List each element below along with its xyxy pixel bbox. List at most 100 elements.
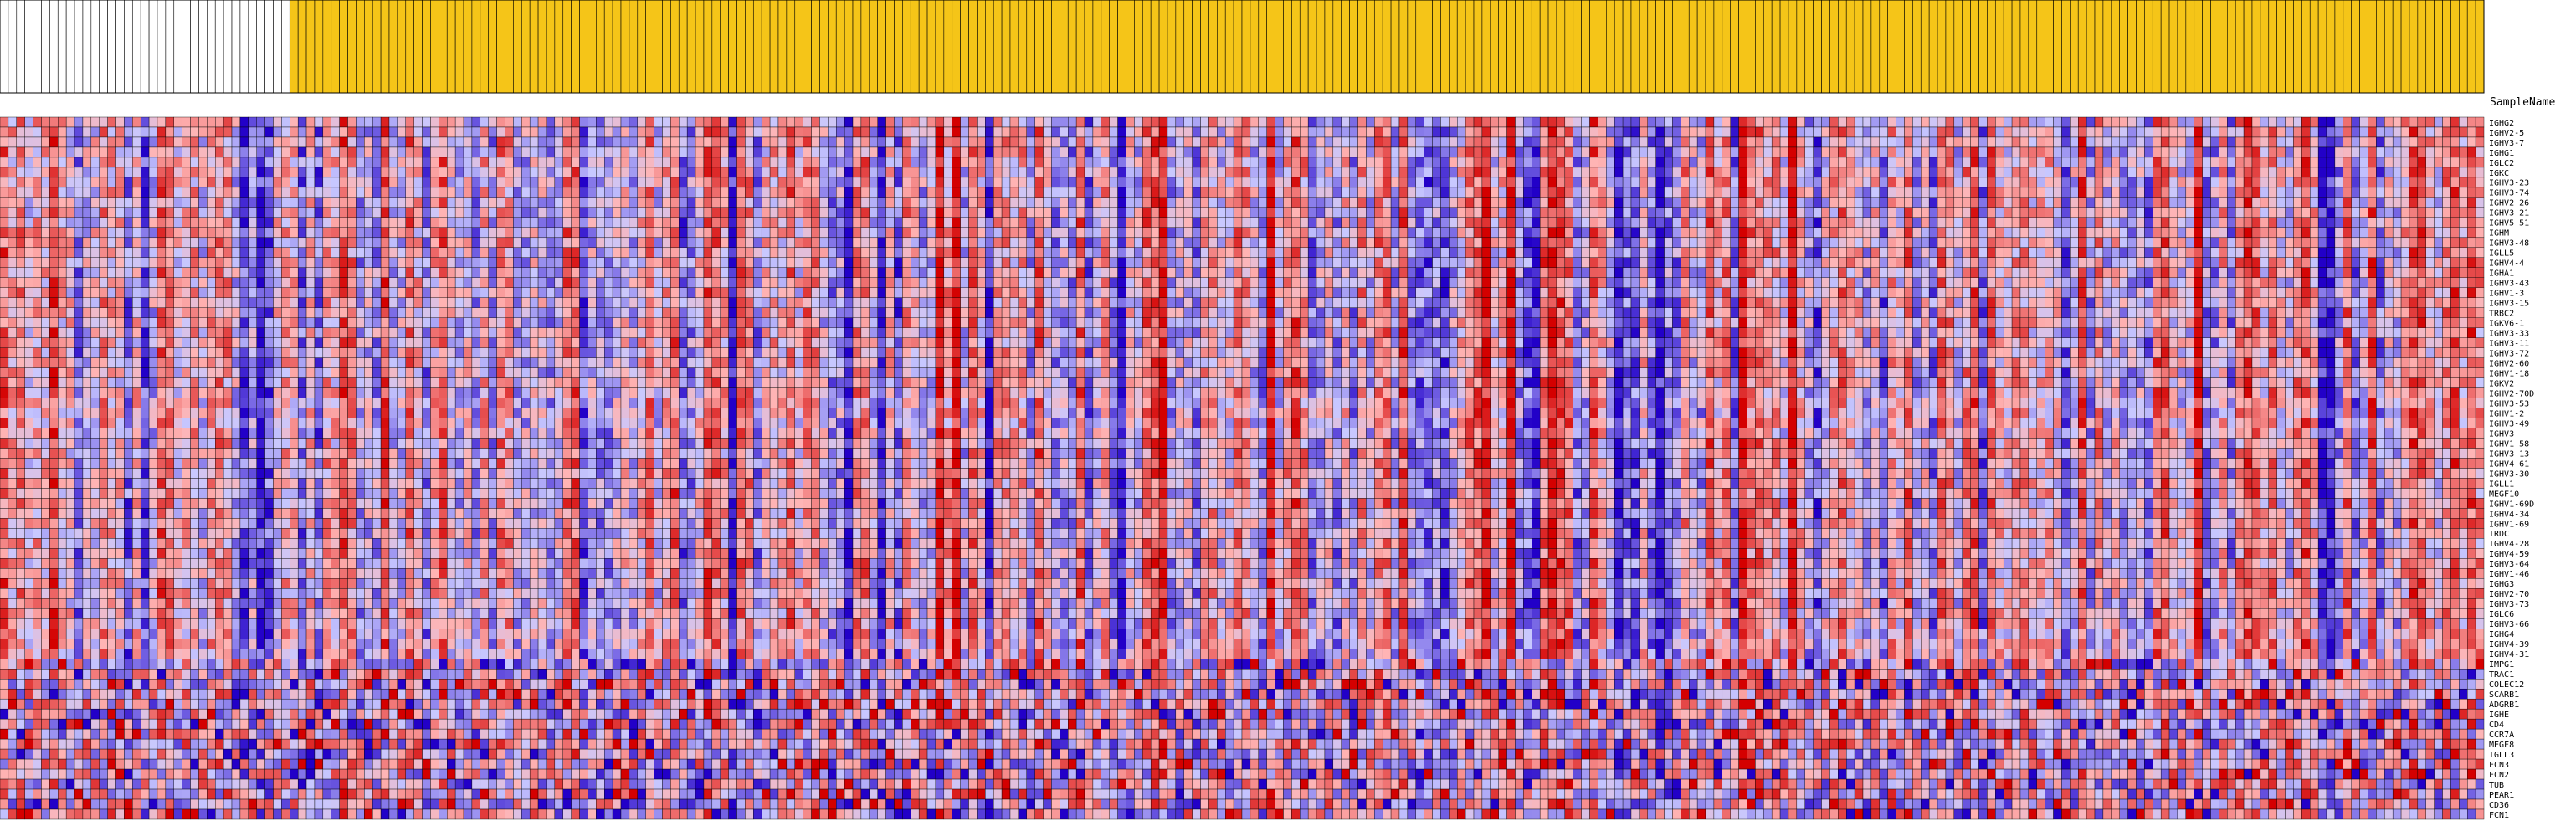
heatmap-cell <box>1316 237 1326 249</box>
heatmap-cell <box>1374 126 1383 138</box>
heatmap-cell <box>686 126 696 138</box>
heatmap-cell <box>2434 247 2443 258</box>
heatmap-cell <box>1349 116 1358 128</box>
heatmap-cell <box>1134 267 1143 278</box>
heatmap-cell <box>761 146 771 158</box>
heatmap-cell <box>2268 197 2277 208</box>
heatmap-cell <box>33 187 42 198</box>
heatmap-cell <box>1747 146 1756 158</box>
heatmap-cell <box>1233 197 1243 208</box>
heatmap-cell <box>1904 197 1913 208</box>
heatmap-cell <box>637 267 646 278</box>
heatmap-cell <box>1987 257 1996 268</box>
sample-header-cell <box>521 0 531 94</box>
heatmap-cell <box>588 237 597 249</box>
heatmap-cell <box>679 187 688 198</box>
heatmap-cell <box>2185 167 2194 178</box>
heatmap-cell <box>339 136 348 148</box>
heatmap-cell <box>2442 126 2451 138</box>
heatmap-cell <box>1490 126 1499 138</box>
heatmap-cell <box>2417 237 2426 249</box>
heatmap-cell <box>364 257 373 268</box>
heatmap-cell <box>305 207 316 218</box>
heatmap-cell <box>248 227 257 239</box>
heatmap-cell <box>115 227 125 239</box>
heatmap-cell <box>2235 257 2245 268</box>
sample-header-cell <box>529 0 539 94</box>
heatmap-cell <box>588 257 597 268</box>
sample-header-cell <box>1845 0 1855 94</box>
heatmap-cell <box>761 207 771 218</box>
heatmap-cell <box>786 126 795 138</box>
heatmap-cell <box>2351 187 2360 198</box>
heatmap-cell <box>1407 187 1416 198</box>
heatmap-cell <box>1829 197 1839 208</box>
heatmap-cell <box>1995 207 2004 218</box>
heatmap-cell <box>1092 237 1102 249</box>
heatmap-cell <box>82 177 92 188</box>
heatmap-cell <box>463 257 473 268</box>
heatmap-cell <box>1490 187 1499 198</box>
heatmap-cell <box>1755 217 1764 228</box>
heatmap-cell <box>1075 177 1085 188</box>
heatmap-cell <box>1813 136 1822 148</box>
heatmap-cell <box>968 197 978 208</box>
heatmap-cell <box>281 267 290 278</box>
heatmap-cell <box>952 217 961 228</box>
heatmap-cell <box>2119 136 2128 148</box>
heatmap-cell <box>2119 227 2128 239</box>
heatmap-cell <box>513 136 522 148</box>
heatmap-cell <box>439 157 448 168</box>
heatmap-cell <box>1763 187 1773 198</box>
sample-header-cell <box>1233 0 1243 94</box>
heatmap-cell <box>546 257 556 268</box>
heatmap-cell <box>49 177 59 188</box>
heatmap-cell <box>977 197 986 208</box>
heatmap-cell <box>803 146 812 158</box>
heatmap-cell <box>2036 247 2045 258</box>
heatmap-cell <box>190 167 199 178</box>
heatmap-cell <box>331 227 340 239</box>
heatmap-cell <box>894 267 903 278</box>
heatmap-cell <box>1300 136 1309 148</box>
sample-header-cell <box>985 0 994 94</box>
sample-header-cell <box>157 0 167 94</box>
heatmap-cell <box>612 157 622 168</box>
heatmap-cell <box>1018 146 1027 158</box>
heatmap-cell <box>1398 227 1409 239</box>
heatmap-cell <box>1233 257 1243 268</box>
heatmap-cell <box>239 116 249 128</box>
heatmap-cell <box>41 136 50 148</box>
heatmap-cell <box>1515 167 1524 178</box>
heatmap-cell <box>2160 227 2170 239</box>
heatmap-cell <box>1672 257 1681 268</box>
heatmap-cell <box>447 207 456 218</box>
heatmap-cell <box>2168 217 2178 228</box>
heatmap-cell <box>223 247 233 258</box>
heatmap-cell <box>1001 136 1011 148</box>
heatmap-cell <box>124 177 133 188</box>
heatmap-cell <box>1987 157 1996 168</box>
sample-header-cell <box>1291 0 1301 94</box>
heatmap-cell <box>1705 227 1715 239</box>
heatmap-cell <box>1415 187 1424 198</box>
heatmap-cell <box>430 167 439 178</box>
heatmap-cell <box>132 267 141 278</box>
heatmap-cell <box>1075 167 1085 178</box>
heatmap-cell <box>2293 177 2302 188</box>
heatmap-cell <box>529 267 539 278</box>
heatmap-cell <box>2400 207 2410 218</box>
heatmap-cell <box>413 146 423 158</box>
heatmap-cell <box>2086 157 2096 168</box>
heatmap-cell <box>1241 227 1251 239</box>
heatmap-cell <box>264 136 274 148</box>
heatmap-cell <box>1208 136 1218 148</box>
heatmap-cell <box>977 157 986 168</box>
heatmap-cell <box>828 126 837 138</box>
heatmap-cell <box>1101 247 1110 258</box>
heatmap-cell <box>182 136 191 148</box>
heatmap-cell <box>1970 217 1979 228</box>
heatmap-cell <box>537 146 547 158</box>
heatmap-cell <box>347 267 357 278</box>
heatmap-cell <box>2260 247 2269 258</box>
